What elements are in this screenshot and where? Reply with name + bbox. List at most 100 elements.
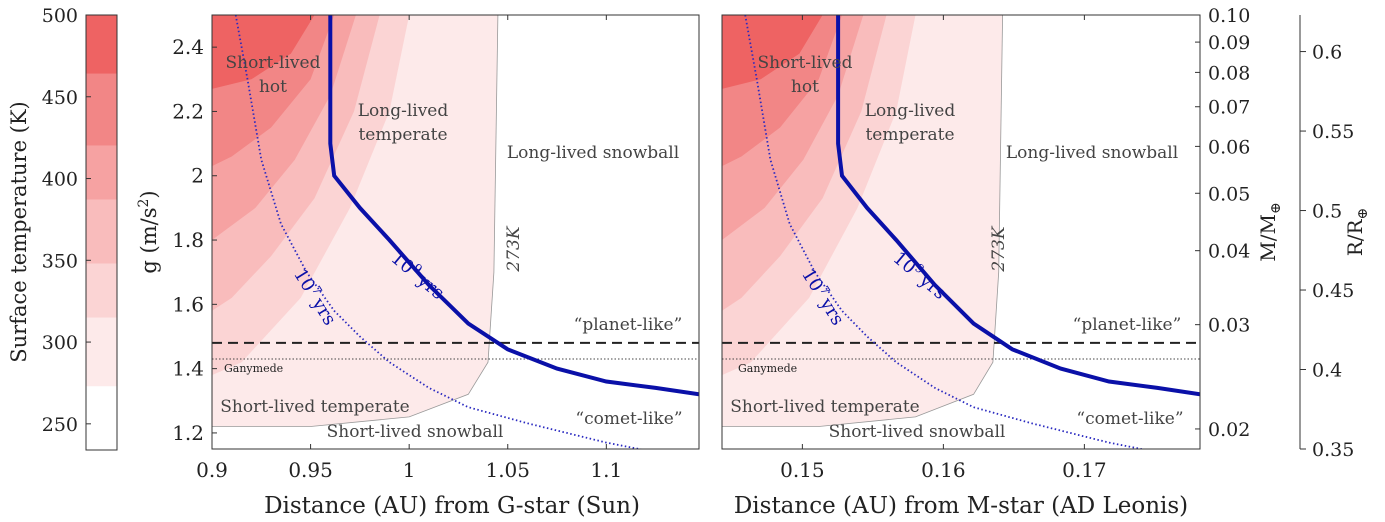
radius-tick-label: 0.55 [1312, 121, 1354, 143]
radius-tick-label: 0.6 [1312, 42, 1342, 64]
label-ganymede-m: Ganymede [738, 362, 797, 375]
colorbar-tick-label: 500 [42, 5, 78, 27]
colorbar-bands [86, 15, 117, 450]
y-tick-label: 2.4 [172, 35, 204, 59]
radius-tick-label: 0.4 [1312, 360, 1342, 382]
mass-axis-label: M/M⊕ [1256, 202, 1284, 261]
label-long-lived-snowball: Long-lived snowball [507, 143, 679, 163]
x-ticks-g-star: 0.9 0.95 1 1.05 1.1 [196, 15, 622, 482]
mass-tick-label: 0.06 [1208, 136, 1250, 158]
label-short-lived-hot-m-line1: Short-lived [758, 53, 853, 73]
panel-g-star: 0.9 0.95 1 1.05 1.1 1.2 1.4 1.6 1.8 2 2.2 2.4 Shor… [136, 14, 700, 519]
colorbar-tick-label: 250 [42, 414, 78, 436]
y-tick-label: 1.8 [172, 228, 204, 252]
x-tick-label: 1 [403, 458, 416, 482]
mass-tick-label: 0.03 [1208, 315, 1250, 337]
x-tick-label-m: 0.17 [1062, 458, 1107, 482]
y-axis-label-g-sup: 2 [136, 199, 152, 208]
colorbar-ticks: 250 300 350 400 450 500 [42, 5, 91, 436]
label-ganymede: Ganymede [224, 362, 283, 375]
mass-tick-label: 0.02 [1208, 419, 1250, 441]
colorbar-band [86, 199, 117, 264]
label-long-lived-snowball-m: Long-lived snowball [1006, 143, 1178, 163]
y-tick-label: 1.4 [172, 357, 204, 381]
mass-tick-label: 0.08 [1208, 62, 1250, 84]
mass-tick-label: 0.07 [1208, 97, 1250, 119]
label-short-lived-temperate-m: Short-lived temperate [730, 397, 919, 417]
mass-tick-label: 0.09 [1208, 32, 1250, 54]
label-273k: 273K [504, 225, 524, 272]
mass-tick-label: 0.04 [1208, 241, 1250, 263]
colorbar-tick-label: 450 [42, 87, 78, 109]
label-short-lived-snowball-m: Short-lived snowball [829, 422, 1006, 442]
temperature-fill-m-star [722, 15, 1003, 427]
label-short-lived-snowball: Short-lived snowball [327, 422, 504, 442]
y-ticks-g: 1.2 1.4 1.6 1.8 2 2.2 2.4 [172, 35, 217, 445]
mass-axis-label-sub: ⊕ [1268, 202, 1284, 214]
curve-1e9-years [328, 15, 699, 397]
label-long-lived-temperate-m-line2: temperate [865, 125, 954, 145]
y-axis-label-g-main: g (m/s [137, 208, 161, 274]
colorbar-band [86, 73, 117, 146]
colorbar-band [86, 145, 117, 200]
temperature-fill-g-star [212, 15, 498, 427]
radius-axis: 0.35 0.4 0.45 0.5 0.55 0.6 R/R⊕ [1299, 15, 1371, 461]
mass-tick-label: 0.10 [1208, 5, 1250, 27]
isotherm-273k-line-m [722, 15, 1003, 427]
isotherm-273k-line [212, 15, 499, 427]
y-tick-label: 1.2 [172, 421, 204, 445]
colorbar-band [86, 263, 117, 318]
curve-1e7-years-m [744, 15, 1146, 449]
x-axis-label-m-star: Distance (AU) from M-star (AD Leonis) [734, 493, 1188, 519]
radius-axis-label-main: R/R [1343, 219, 1367, 257]
label-planet-like: “planet-like” [574, 315, 683, 335]
mass-axis-label-main: M/M [1256, 214, 1280, 262]
label-planet-like-m: “planet-like” [1073, 315, 1182, 335]
x-tick-label: 0.9 [196, 458, 228, 482]
radius-axis-label-sub: ⊕ [1355, 208, 1371, 220]
temperature-region-m [722, 15, 823, 89]
radius-axis-label: R/R⊕ [1343, 208, 1371, 257]
y-axis-label-g-tail: ) [137, 190, 161, 198]
colorbar-tick-label: 400 [42, 169, 78, 191]
x-tick-label-m: 0.16 [921, 458, 966, 482]
colorbar-tick-label: 300 [42, 332, 78, 354]
label-short-lived-hot-line2: hot [259, 77, 287, 97]
mass-tick-label: 0.05 [1208, 183, 1250, 205]
x-tick-label: 1.1 [590, 458, 622, 482]
y-tick-label: 2.2 [172, 99, 204, 123]
colorbar-label: Surface temperature (K) [7, 101, 31, 363]
label-short-lived-hot-m-line2: hot [791, 77, 819, 97]
x-axis-label-g-star: Distance (AU) from G-star (Sun) [264, 493, 640, 519]
mass-axis-ticks: 0.02 0.03 0.04 0.05 0.06 0.07 0.08 0.09 0.10 [1195, 5, 1250, 441]
temperature-region-g [212, 15, 315, 89]
x-ticks-m-star: 0.15 0.16 0.17 [780, 15, 1107, 482]
curve-1e7-years [234, 15, 644, 449]
x-tick-label: 0.95 [288, 458, 333, 482]
colorbar-band [86, 386, 117, 450]
panel-g-star-frame [211, 14, 700, 450]
colorbar-band [86, 15, 117, 74]
panel-m-star-frame [721, 14, 1201, 450]
colorbar-frame [85, 14, 118, 451]
panel-m-star: 0.15 0.16 0.17 0.020.030.040.050.060.070.0… [721, 5, 1284, 519]
label-273k-m: 273K [989, 225, 1009, 272]
label-long-lived-temperate-line1: Long-lived [358, 101, 449, 121]
y-axis-label-g: g (m/s2) [136, 190, 161, 273]
colorbar: 250 300 350 400 450 500 Surface temperature (… [7, 5, 118, 451]
curve-1e9-years-m [836, 15, 1200, 397]
y-tick-label: 2 [191, 164, 204, 188]
radius-tick-label: 0.45 [1312, 280, 1354, 302]
label-long-lived-temperate-line2: temperate [358, 125, 447, 145]
x-tick-label-m: 0.15 [780, 458, 825, 482]
colorbar-tick-label: 350 [42, 250, 78, 272]
label-short-lived-temperate: Short-lived temperate [220, 397, 409, 417]
label-long-lived-temperate-m-line1: Long-lived [865, 101, 956, 121]
radius-tick-label: 0.5 [1312, 201, 1342, 223]
y-tick-label: 1.6 [172, 292, 204, 316]
label-short-lived-hot-line1: Short-lived [226, 53, 321, 73]
label-comet-like-m: “comet-like” [1076, 409, 1183, 429]
colorbar-band [86, 317, 117, 387]
x-tick-label: 1.05 [485, 458, 530, 482]
